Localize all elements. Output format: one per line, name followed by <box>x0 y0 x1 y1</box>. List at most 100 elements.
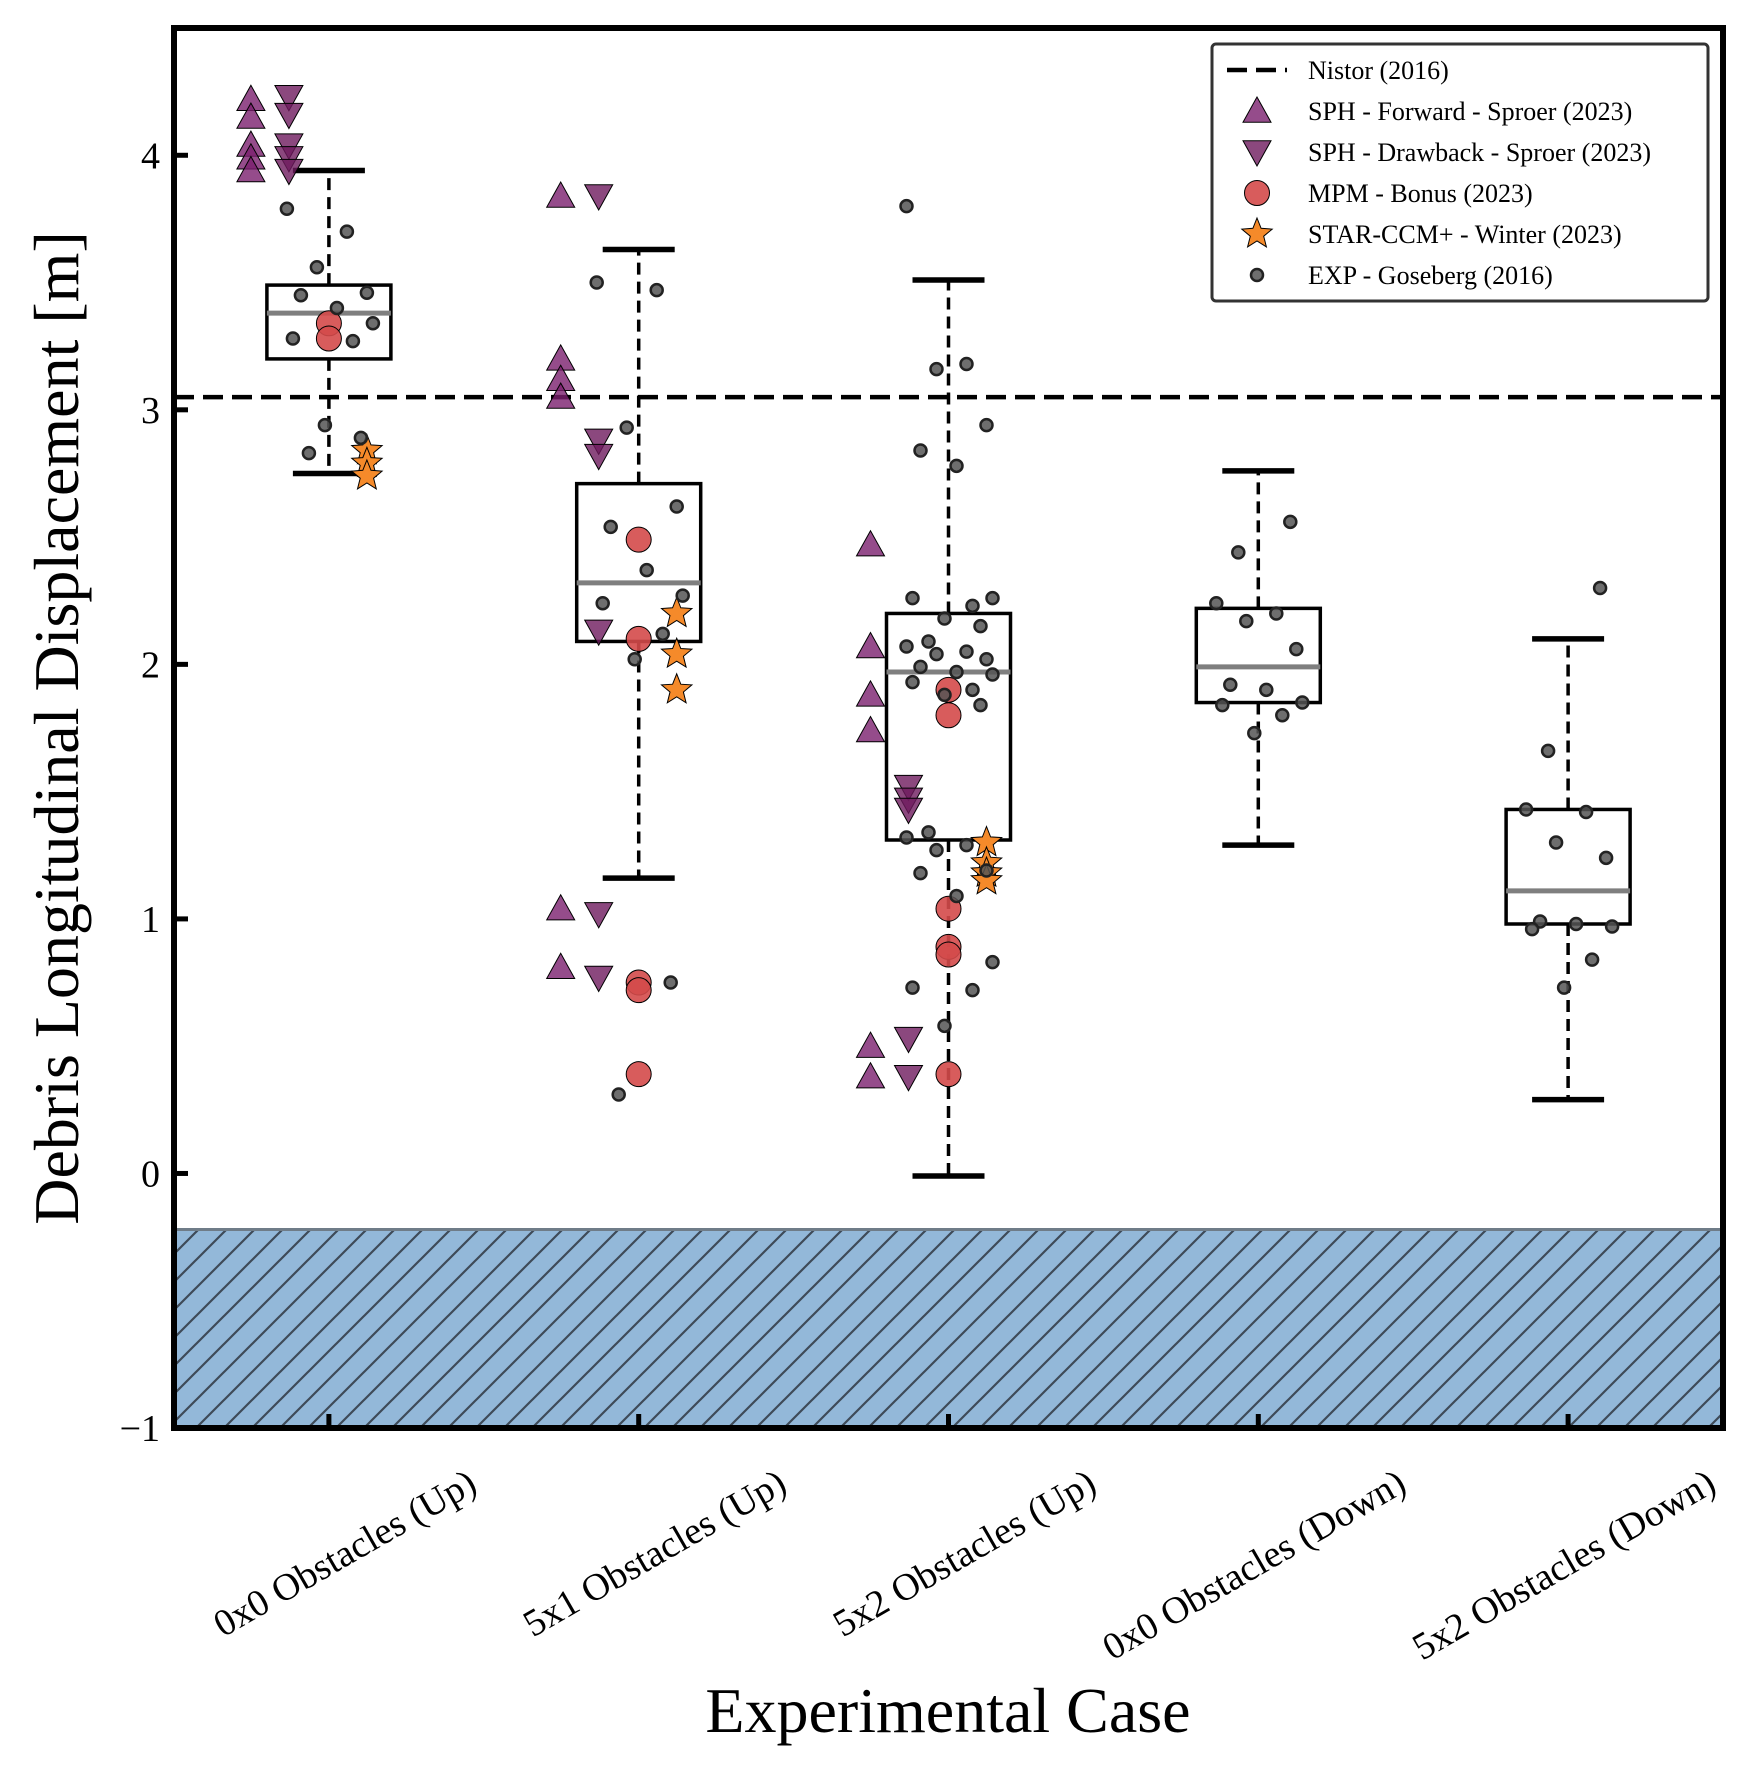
data-point <box>913 865 928 881</box>
data-point <box>1598 850 1614 866</box>
legend-marker <box>1240 216 1274 248</box>
legend-box <box>1210 42 1710 303</box>
box-body <box>265 283 393 361</box>
data-point <box>973 618 988 634</box>
data-point <box>855 1061 886 1089</box>
data-point <box>905 980 920 995</box>
y-tick-label: 2 <box>141 644 160 686</box>
data-point <box>583 619 614 647</box>
data-point <box>1275 708 1290 723</box>
legend-label: EXP - Goseberg (2016) <box>1308 261 1553 290</box>
data-point <box>985 590 1000 606</box>
data-point <box>905 674 920 690</box>
data-point <box>545 180 576 208</box>
data-point <box>893 1065 924 1092</box>
data-point <box>965 982 980 998</box>
box-plot <box>1194 468 1323 848</box>
data-point <box>603 519 618 535</box>
data-point <box>365 316 381 331</box>
data-point <box>1556 980 1572 995</box>
data-point <box>905 590 920 606</box>
data-point <box>1283 514 1298 530</box>
data-point <box>959 644 974 659</box>
data-point <box>979 652 994 667</box>
data-point <box>1518 802 1534 817</box>
data-point <box>1540 743 1556 759</box>
data-point <box>625 625 652 652</box>
data-point <box>937 1018 952 1034</box>
legend-marker <box>1242 95 1272 123</box>
legend-label: Nistor (2016) <box>1308 56 1449 85</box>
x-tick-label: 0x0 Obstacles (Up) <box>207 1461 484 1645</box>
legend-label: STAR-CCM+ - Winter (2023) <box>1308 220 1622 249</box>
data-point <box>660 636 694 669</box>
data-point <box>545 382 576 409</box>
data-point <box>959 356 974 372</box>
box-layer <box>265 167 1632 1179</box>
data-point <box>350 458 384 490</box>
data-point <box>583 965 614 993</box>
data-point <box>279 201 295 216</box>
box-plot <box>884 277 1013 1179</box>
data-point <box>1289 641 1304 657</box>
data-point <box>639 562 654 578</box>
data-point <box>937 687 952 703</box>
data-point <box>329 300 345 316</box>
data-point <box>937 611 952 626</box>
data-point <box>353 430 369 446</box>
data-point <box>929 842 944 858</box>
data-point <box>619 420 634 435</box>
data-point <box>893 1026 924 1054</box>
data-point <box>855 679 886 707</box>
data-point <box>913 443 928 458</box>
data-point <box>1592 580 1608 596</box>
y-axis-title: Debris Longitudinal Displacement [m] <box>21 231 92 1225</box>
data-point <box>899 639 914 654</box>
data-point <box>293 288 309 303</box>
data-point <box>970 863 1003 895</box>
data-point <box>583 184 614 212</box>
data-point <box>1295 695 1310 710</box>
data-point <box>1548 835 1564 850</box>
data-point <box>949 888 964 904</box>
y-tick-label: −1 <box>120 1408 160 1450</box>
x-tick-label: 5x1 Obstacles (Up) <box>516 1461 793 1645</box>
data-point <box>965 598 980 614</box>
series-group <box>279 198 1620 1102</box>
x-tick-label: 0x0 Obstacles (Down) <box>1096 1461 1413 1668</box>
data-point <box>985 954 1000 970</box>
data-point <box>1223 677 1238 692</box>
data-point <box>274 102 304 130</box>
data-point <box>855 715 886 743</box>
y-tick-label: 3 <box>141 390 160 432</box>
data-point <box>899 198 914 214</box>
data-point <box>236 102 266 129</box>
data-point <box>1209 596 1224 611</box>
box-body <box>1194 606 1323 705</box>
data-point <box>625 526 652 553</box>
data-point <box>935 1061 962 1088</box>
legend-label: SPH - Drawback - Sproer (2023) <box>1308 138 1651 167</box>
series-group <box>350 433 1003 895</box>
data-point <box>309 260 325 275</box>
data-point <box>589 275 604 290</box>
data-point <box>855 631 886 659</box>
legend-label: SPH - Forward - Sproer (2023) <box>1308 97 1632 126</box>
data-point <box>675 588 690 603</box>
data-point <box>274 85 304 112</box>
legend-marker <box>1244 180 1270 206</box>
legend-label: MPM - Bonus (2023) <box>1308 179 1533 208</box>
data-point <box>315 325 342 352</box>
data-point <box>595 596 610 611</box>
data-point <box>1259 682 1274 698</box>
series-group <box>315 310 962 1088</box>
data-point <box>655 626 670 642</box>
legend: Nistor (2016) SPH - Forward - Sproer (202… <box>1210 42 1710 303</box>
data-point <box>583 902 614 929</box>
data-point <box>985 667 1000 682</box>
series-group <box>274 85 924 1092</box>
data-point <box>921 634 936 649</box>
data-point <box>893 797 924 825</box>
data-point <box>583 443 614 471</box>
data-point <box>1215 697 1230 713</box>
